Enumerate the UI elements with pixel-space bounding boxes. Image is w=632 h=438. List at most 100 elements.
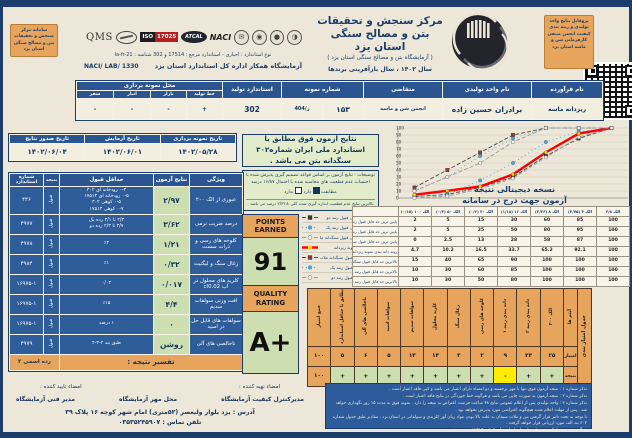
sieve-column-header: (۲/۳۶) الک ۸ — [530, 206, 564, 217]
legend-line-sample — [302, 255, 318, 260]
loc-market-header: بازار — [151, 91, 187, 98]
sampling-location-header: محل نمونه برداری — [77, 82, 223, 90]
sieve-row: روند دانه بندی نمونه ریزدانه 4.7 10.2 16.5 3… — [352, 246, 630, 257]
property-standard: ۴۹۸۴ — [10, 254, 43, 274]
score-column-header: تطابق با حداقل استاندارد — [330, 288, 355, 347]
property-result: قبول — [44, 314, 59, 334]
svg-text:20: 20 — [396, 182, 402, 187]
sieve-value: 90 — [497, 256, 531, 267]
svg-text:70: 70 — [396, 147, 402, 152]
score-value: ۲ — [446, 345, 471, 367]
sieve-value: 50 — [464, 276, 498, 287]
svg-text:40: 40 — [396, 168, 402, 173]
sieve-value: 13 — [464, 236, 498, 247]
compliance-result-box: نتایج آزمون فوق مطابق با استاندارد ملی ا… — [242, 134, 379, 167]
score-result: + — [330, 365, 355, 387]
property-value: ۰/۰۱۷ — [154, 274, 189, 294]
property-row: زغال سنگ و لیگنیت ۰/۳۲ ٪۱ قبول ۴۹۸۴ — [10, 254, 242, 274]
sieve-value: 30 — [497, 216, 531, 227]
property-result: قبول — [44, 214, 59, 234]
property-standard: ۱۶۹۷۵-۱ — [10, 294, 43, 314]
svg-text:0: 0 — [396, 196, 399, 201]
test-results-header: نتایج آزمون — [154, 174, 189, 186]
sieve-value: 60 — [530, 216, 564, 227]
legend-line-sample — [302, 275, 318, 280]
sample-number-value: ۱۵۳ — [323, 99, 364, 119]
sieve-values-table: (۰/۱۵) الک ۱۰۰ (۰/۳) الک ۵۰ (۰/۶) الک ۳۰ (۱… — [352, 206, 630, 287]
legend-line-sample — [302, 225, 318, 230]
sieve-value: 15 — [398, 256, 432, 267]
sieve-value: 30 — [431, 266, 465, 277]
sieve-value: 28 — [497, 236, 531, 247]
atcal-logo-icon: ATCAL — [181, 31, 207, 43]
property-value: روشن — [154, 334, 189, 354]
score-column-header: کلرید محلول — [423, 288, 448, 347]
legend-label: پایین ترین حد قابل قبول سنگدانه ملات — [320, 235, 382, 240]
explanations-box: توضیحات : نتایج آزمون بر اساس قواعد تصمی… — [242, 170, 379, 211]
property-header: ویژگی — [190, 174, 242, 186]
sieve-row-label: روند دانه بندی نمونه ریزدانه — [352, 246, 399, 257]
svg-text:100: 100 — [396, 126, 404, 131]
year-slogan: سال ۱۴۰۲ ، سال بازآفرینی برندها — [328, 66, 432, 74]
has-not-label: ندارد — [284, 189, 294, 195]
score-column-header: زغال سنگ — [446, 288, 471, 347]
sieve-value: 100 — [596, 256, 630, 267]
sieve-value: 100 — [596, 266, 630, 277]
property-value: ۰ — [154, 314, 189, 334]
approver-signature-label: امضاء تایید کننده : — [40, 384, 82, 390]
sieve-value: 10.2 — [431, 246, 465, 257]
page-title-line2: بتن و مصالح سنگی استان یزد — [330, 28, 430, 54]
sieve-row: بالاترین حد قابل قبول سنگدانه ملات154065… — [352, 256, 630, 267]
sieve-value: 100 — [530, 266, 564, 277]
sieve-value: 30 — [431, 276, 465, 287]
issue-date-header: تاریخ صدور نتایج — [10, 135, 85, 143]
property-row: عبوری از الک ۲۰۰ ۲/۹۷ ۰-۳ رودخانه ای ۳۰۲ ۰-… — [10, 187, 242, 214]
sampling-date-header: تاریخ نمونه برداری — [160, 135, 235, 143]
profile-info-box: پروفایل نتایج واحد تولیدی و رتبه بندی کی… — [544, 15, 594, 69]
property-limit: طبق بند ۴-۳-۲ — [60, 334, 153, 354]
property-name: زغال سنگ و لیگنیت — [190, 254, 242, 274]
sieve-value: 80 — [530, 226, 564, 237]
organization-logo-icon — [450, 12, 509, 72]
notice-line: با توجه به تحت تاثیر قرار گرفتن بتن و مل… — [332, 414, 587, 427]
property-row: درصد ضریب نرمی ۳/۶۲ ۲/۳ تا ۳/۱ رده یک ۳/۷ ت… — [10, 214, 242, 234]
property-row: ناخالصی های آلی روشن طبق بند ۴-۳-۲ قبول ۴۹۷۹ — [10, 334, 242, 354]
sieve-value: 85 — [563, 216, 597, 227]
property-value: ۲/۹۷ — [154, 187, 189, 214]
sampling-date-value: ۱۴۰۲/۰۵/۲۸ — [160, 144, 235, 160]
quality-rating-value: A+ — [242, 311, 299, 374]
seal-icon: ◉ — [251, 29, 267, 45]
production-standard-value: 302 — [223, 99, 282, 119]
score-value: ۲ — [469, 345, 495, 367]
property-name: کلوخه های رسی و ذرات سست — [190, 234, 242, 254]
property-standard: ۴۴۶ — [10, 187, 43, 214]
sieve-value: 10 — [398, 266, 432, 277]
sieve-value: 2 — [398, 216, 432, 227]
sample-code-value: ر/404 — [282, 99, 323, 119]
score-column-header: الک ۲۰۰ — [539, 288, 565, 347]
page-subtitle: ( آزمایشگاه بتن و مصالح سنگی استان یزد ) — [327, 55, 433, 62]
score-table-title: جدول امتیاز بندی — [577, 288, 592, 387]
loc-production-line-value: + — [187, 99, 223, 119]
sieve-row: پایین ترین حد قابل قبول رتبه دو251530608… — [352, 216, 630, 227]
seal-icon: ● — [269, 29, 285, 45]
score-row-label: امتیاز — [563, 345, 578, 367]
property-limit: ۰/۰۴ — [60, 274, 153, 294]
score-result: + — [353, 365, 378, 387]
legend-line-sample — [302, 235, 318, 240]
sieve-column-header: (۰/۱۵) الک ۱۰۰ — [398, 206, 432, 217]
score-column-header: کلوخه های رسی — [469, 288, 495, 347]
qc-manager-label: مدیرکنترل کیفیت آزمایشگاه — [221, 396, 304, 403]
notices-box: تذکر شماره ۱ : نتیجه آزمون فوق تنها با م… — [325, 383, 592, 433]
property-name: افت وزنی سولفات سدیم — [190, 294, 242, 314]
sieve-row: پایین ترین حد قابل قبول سنگدانه ملات02.5… — [352, 236, 630, 247]
sieve-value: 2 — [398, 226, 432, 237]
product-name-header: نام فرآورده — [532, 82, 603, 98]
sieve-column-header: (۰/۶) الک ۳۰ — [464, 206, 498, 217]
loc-warehouse-header: انبار — [114, 91, 151, 98]
property-standard: ۱۶۹۷۵-۱ — [10, 314, 43, 334]
qr-code-left — [583, 62, 632, 120]
score-column-header: سولفات اسید — [376, 288, 402, 347]
sieve-value: 5 — [431, 226, 465, 237]
explanations-text: توضیحات : نتایج آزمون بر اساس قواعد تصمی… — [246, 173, 375, 195]
